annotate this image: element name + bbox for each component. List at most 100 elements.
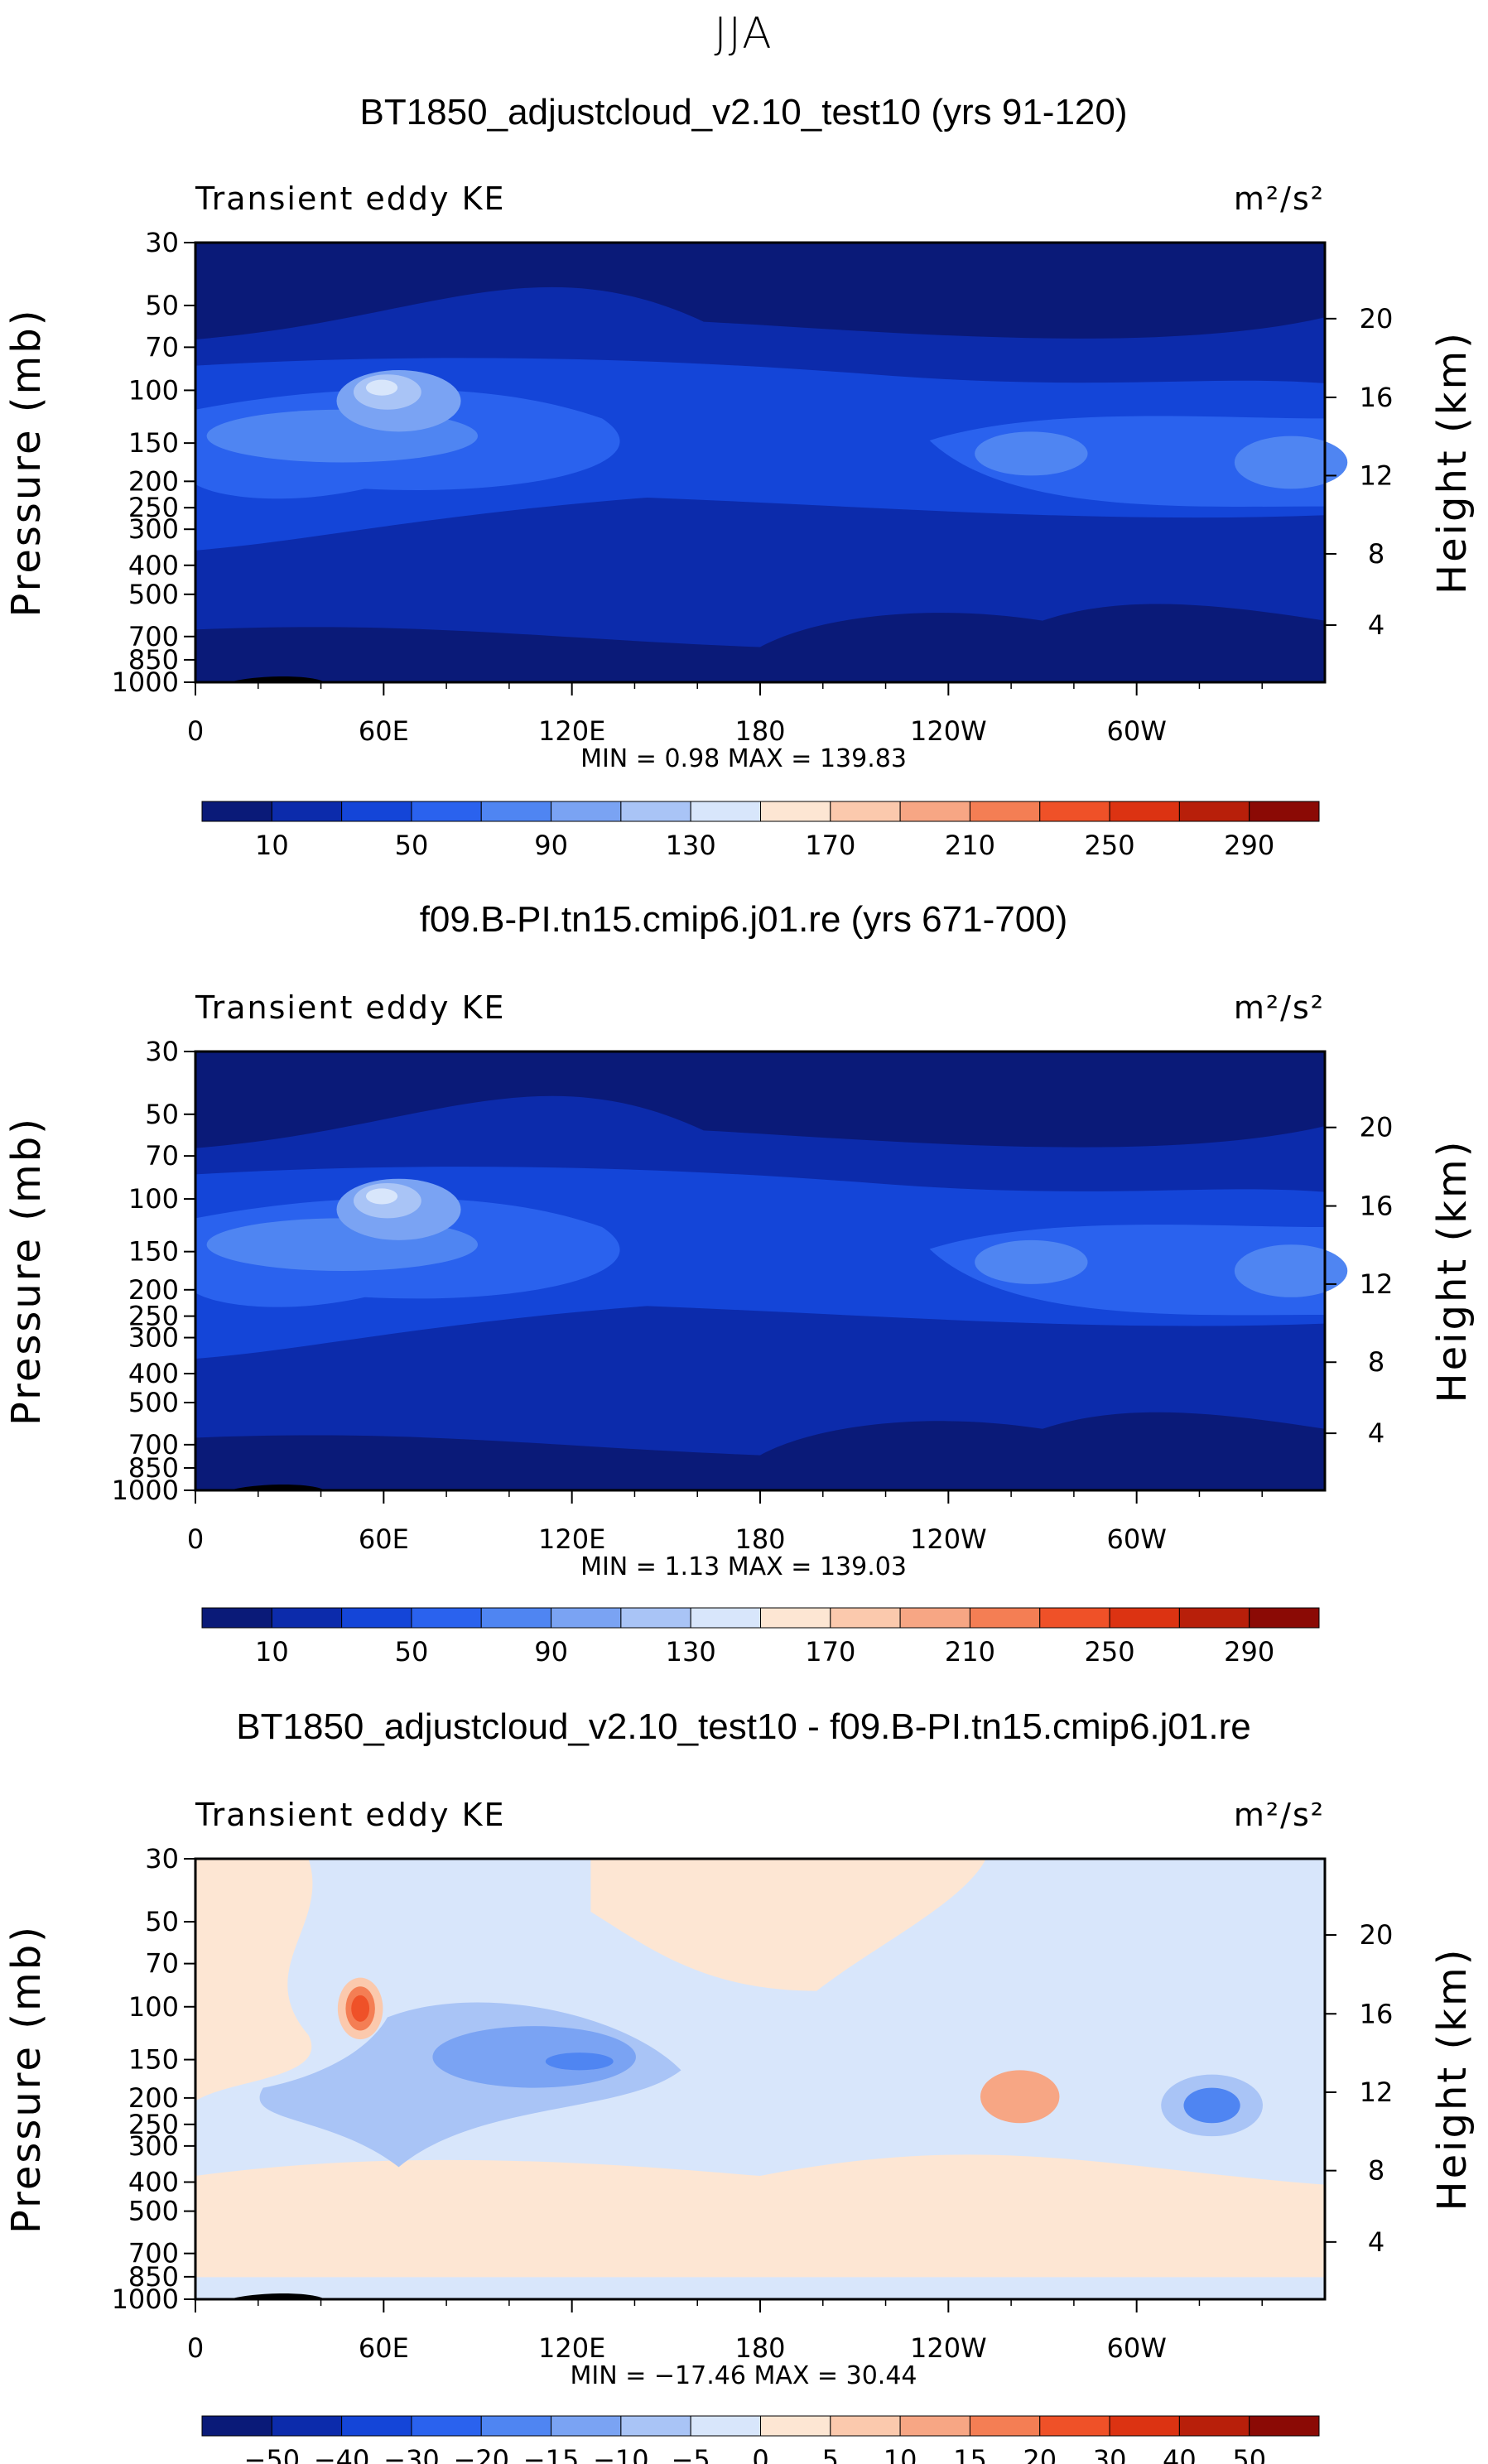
height-tick-label: 4 xyxy=(1368,609,1384,641)
colorbar-box xyxy=(411,2415,482,2437)
colorbar-box xyxy=(341,1607,412,1629)
colorbar-box xyxy=(690,2415,761,2437)
y-tick-label: 150 xyxy=(128,2044,179,2076)
height-tick-label: 12 xyxy=(1360,460,1394,491)
colorbar-box xyxy=(760,801,831,822)
colorbar-box xyxy=(341,801,412,822)
colorbar-box xyxy=(271,1607,343,1629)
y-tick-label: 700 xyxy=(128,2238,179,2269)
colorbar-box xyxy=(1039,2415,1110,2437)
x-tick-label: 0 xyxy=(187,2332,204,2364)
y-tick-label: 100 xyxy=(128,1991,179,2023)
colorbar-label: 210 xyxy=(945,830,995,861)
colorbar-box xyxy=(1039,1607,1110,1629)
jet-max-peak xyxy=(365,1188,398,1205)
x-tick-label: 120W xyxy=(910,1523,987,1555)
units-label: m²/s² xyxy=(1234,989,1325,1026)
colorbar-box xyxy=(830,801,901,822)
y-tick-label: 150 xyxy=(128,427,179,459)
colorbar-label: 50 xyxy=(395,1636,429,1668)
y-tick-label: 850 xyxy=(128,644,179,676)
y-tick-label: 1000 xyxy=(112,1475,179,1506)
colorbar-label: 10 xyxy=(255,830,289,861)
units-label: m²/s² xyxy=(1234,180,1325,217)
y-tick-label: 250 xyxy=(128,1301,179,1332)
colorbar-label: 10 xyxy=(255,1636,289,1668)
colorbar-label: 170 xyxy=(805,830,855,861)
height-tick-label: 8 xyxy=(1368,2155,1384,2187)
jet-max-peak xyxy=(365,379,398,396)
colorbar-label: 250 xyxy=(1085,830,1135,861)
panel-title: BT1850_adjustcloud_v2.10_test10 (yrs 91-… xyxy=(359,92,1127,132)
field-label: Transient eddy KE xyxy=(195,180,506,217)
colorbar-label: −10 xyxy=(593,2444,649,2464)
y-tick-label: 400 xyxy=(128,2166,179,2197)
colorbar-label: −5 xyxy=(672,2444,710,2464)
colorbar-label: 90 xyxy=(534,830,568,861)
y-tick-label: 850 xyxy=(128,1452,179,1484)
colorbar-box xyxy=(551,1607,622,1629)
colorbar-box xyxy=(1109,1607,1180,1629)
y-tick-label: 300 xyxy=(128,2130,179,2162)
colorbar-box xyxy=(1039,801,1110,822)
x-tick-label: 60W xyxy=(1106,1523,1166,1555)
colorbar-box xyxy=(201,801,272,822)
x-tick-label: 60W xyxy=(1106,2332,1166,2364)
colorbar-box xyxy=(620,2415,691,2437)
x-tick-label: 180 xyxy=(734,2332,785,2364)
colorbar-label: 290 xyxy=(1224,830,1274,861)
topography xyxy=(229,2293,325,2299)
min-max-stats: MIN = 1.13 MAX = 139.03 xyxy=(580,1552,907,1581)
positive-anomaly-peak-inner xyxy=(351,1995,370,2022)
colorbar-box xyxy=(969,801,1041,822)
colorbar-box xyxy=(201,1607,272,1629)
colorbar-label: −15 xyxy=(523,2444,580,2464)
colorbar-label: 250 xyxy=(1085,1636,1135,1668)
x-tick-label: 60E xyxy=(359,715,409,747)
y-tick-label: 30 xyxy=(145,1036,179,1067)
colorbar-box xyxy=(1249,801,1320,822)
y-tick-label: 700 xyxy=(128,1429,179,1461)
height-tick-label: 16 xyxy=(1360,1998,1394,2029)
boundary-layer xyxy=(195,604,1325,682)
colorbar-box xyxy=(760,2415,831,2437)
colorbar-box xyxy=(1178,1607,1250,1629)
colorbar-label: −40 xyxy=(314,2444,370,2464)
x-tick-label: 180 xyxy=(734,715,785,747)
colorbar-box xyxy=(1109,801,1180,822)
colorbar-box xyxy=(551,801,622,822)
colorbar-label: −50 xyxy=(244,2444,301,2464)
y-tick-label: 1000 xyxy=(112,2284,179,2315)
x-tick-label: 0 xyxy=(187,1523,204,1555)
colorbar-box xyxy=(690,1607,761,1629)
boundary-layer xyxy=(195,1412,1325,1490)
x-tick-label: 60E xyxy=(359,1523,409,1555)
colorbar-box xyxy=(271,801,343,822)
y-tick-label: 200 xyxy=(128,465,179,497)
colorbar-box xyxy=(201,2415,272,2437)
topography xyxy=(229,676,325,682)
units-label: m²/s² xyxy=(1234,1797,1325,1833)
positive-anomaly-west xyxy=(195,1859,313,2101)
height-tick-label: 4 xyxy=(1368,2226,1384,2258)
topography xyxy=(229,1485,325,1490)
x-tick-label: 60E xyxy=(359,2332,409,2364)
stratosphere-band xyxy=(195,243,1325,339)
y-tick-label: 200 xyxy=(128,1274,179,1306)
height-tick-label: 12 xyxy=(1360,2077,1394,2108)
jet-max-east xyxy=(975,431,1088,476)
y-tick-label: 50 xyxy=(145,1099,179,1130)
colorbar-box xyxy=(969,2415,1041,2437)
x-tick-label: 120E xyxy=(538,715,605,747)
colorbar-box xyxy=(969,1607,1041,1629)
height-tick-label: 8 xyxy=(1368,538,1384,570)
positive-anomaly-lower xyxy=(195,2154,1325,2278)
x-tick-label: 60W xyxy=(1106,715,1166,747)
colorbar-box xyxy=(411,801,482,822)
positive-anomaly-dateline xyxy=(980,2070,1060,2124)
colorbar-box xyxy=(1178,801,1250,822)
colorbar-label: 170 xyxy=(805,1636,855,1668)
colorbar-box xyxy=(830,1607,901,1629)
colorbar-box xyxy=(690,801,761,822)
